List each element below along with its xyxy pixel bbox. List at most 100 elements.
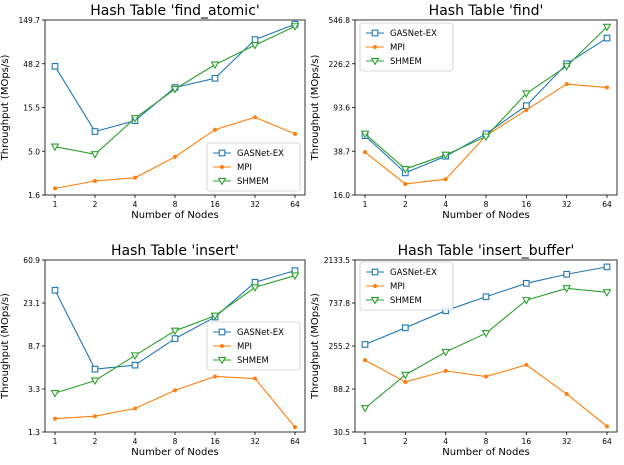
y-tick-label: 3.3 — [28, 385, 40, 394]
x-axis-label: Number of Nodes — [131, 210, 218, 221]
legend-marker — [218, 328, 226, 336]
x-tick-label: 1 — [53, 437, 58, 446]
legend-marker — [217, 177, 227, 186]
legend-box — [359, 261, 454, 311]
y-tick-label: 48.2 — [23, 60, 40, 69]
legend-box — [359, 22, 454, 72]
data-point-shmem — [562, 63, 572, 71]
data-point-mpi — [52, 416, 57, 421]
legend-label: MPI — [390, 282, 405, 292]
y-tick-label: 93.6 — [333, 104, 350, 113]
data-point-mpi — [213, 127, 218, 132]
data-point-mpi — [213, 374, 218, 379]
legend: GASNet-EX MPI SHMEM — [359, 261, 454, 311]
x-axis-label: Number of Nodes — [442, 447, 529, 458]
legend-marker — [370, 296, 380, 305]
x-tick-label: 4 — [443, 437, 448, 446]
x-tick-label: 4 — [443, 200, 448, 209]
legend-label: GASNet-EX — [237, 149, 284, 159]
data-point-gasnet-ex — [51, 286, 59, 294]
data-point-mpi — [604, 85, 609, 90]
x-tick-label: 1 — [363, 437, 368, 446]
data-point-shmem — [360, 404, 370, 413]
x-tick-label: 4 — [133, 200, 138, 209]
x-tick-label: 4 — [133, 437, 138, 446]
x-tick-label: 16 — [210, 200, 220, 209]
data-point-shmem — [130, 115, 140, 123]
legend-label: SHMEM — [237, 177, 269, 187]
data-point-shmem — [50, 143, 60, 152]
x-tick-label: 2 — [93, 200, 98, 209]
legend-marker — [372, 44, 377, 49]
data-point-mpi — [403, 379, 408, 384]
data-point-mpi — [524, 107, 529, 112]
y-tick-label: 15.5 — [23, 104, 40, 113]
legend-marker — [220, 343, 225, 348]
y-tick-label: 60.9 — [23, 256, 40, 265]
subplot-2: Hash Table 'find' 16.0 38.7 93.6 226.2 546.8 1… — [310, 3, 618, 221]
data-point-mpi — [564, 391, 569, 396]
y-tick-label: 23.1 — [23, 299, 40, 308]
x-tick-label: 2 — [403, 437, 408, 446]
data-point-gasnet-ex — [91, 365, 99, 373]
y-axis-label: Throughput (MOps/s) — [310, 55, 321, 162]
legend-box — [206, 321, 301, 371]
y-tick-label: 1.3 — [28, 428, 40, 437]
data-point-mpi — [93, 179, 98, 184]
legend-label: SHMEM — [390, 57, 422, 67]
data-point-gasnet-ex — [51, 62, 59, 70]
y-axis-label: Throughput (MOps/s) — [0, 293, 11, 400]
data-point-mpi — [133, 406, 138, 411]
x-axis-label: Number of Nodes — [131, 447, 218, 458]
legend-marker — [217, 356, 227, 365]
chart-title: Hash Table 'find_atomic' — [90, 3, 260, 19]
x-tick-label: 8 — [484, 437, 489, 446]
data-point-shmem — [210, 312, 220, 321]
x-tick-label: 64 — [602, 437, 612, 446]
data-point-shmem — [400, 371, 410, 380]
y-tick-label: 2133.5 — [324, 256, 350, 265]
subplot-4: Hash Table 'insert_buffer' 30.5 88.2 255.2 7… — [310, 243, 618, 458]
data-point-shmem — [481, 133, 491, 142]
chart-title: Hash Table 'insert' — [111, 243, 239, 259]
data-point-mpi — [483, 374, 488, 379]
subplot-1: Hash Table 'find_atomic'1.65.015.548.214… — [0, 3, 306, 221]
legend-label: GASNet-EX — [390, 268, 437, 278]
data-point-gasnet-ex — [211, 74, 219, 82]
data-point-mpi — [403, 181, 408, 186]
legend-marker — [370, 57, 380, 66]
y-tick-label: 226.2 — [329, 60, 351, 69]
data-point-gasnet-ex — [131, 361, 139, 369]
data-point-gasnet-ex — [522, 279, 530, 287]
legend-label: MPI — [237, 342, 252, 352]
legend-label: SHMEM — [237, 356, 269, 366]
data-point-shmem — [400, 165, 410, 174]
data-point-shmem — [602, 289, 612, 297]
x-tick-label: 64 — [290, 437, 300, 446]
data-point-shmem — [360, 130, 370, 139]
data-point-mpi — [253, 115, 258, 120]
data-point-shmem — [290, 272, 300, 281]
legend-label: MPI — [237, 163, 252, 173]
data-point-shmem — [521, 90, 531, 99]
data-point-mpi — [362, 150, 367, 155]
series-line-mpi — [364, 359, 608, 427]
x-tick-label: 16 — [522, 437, 532, 446]
chart-title: Hash Table 'insert_buffer' — [398, 243, 575, 259]
data-point-mpi — [52, 186, 57, 191]
data-point-gasnet-ex — [361, 341, 369, 348]
data-point-gasnet-ex — [401, 324, 409, 332]
x-tick-label: 32 — [250, 200, 260, 209]
data-point-mpi — [564, 82, 569, 87]
x-tick-label: 1 — [363, 200, 368, 209]
chart-title: Hash Table 'find' — [429, 3, 544, 19]
data-point-shmem — [250, 41, 260, 50]
data-point-shmem — [250, 284, 260, 292]
data-point-shmem — [170, 327, 180, 336]
data-point-mpi — [253, 376, 258, 381]
x-tick-label: 8 — [173, 200, 178, 209]
legend: GASNet-EX MPI SHMEM — [206, 142, 301, 192]
legend-marker — [372, 283, 377, 288]
data-point-mpi — [173, 388, 178, 393]
y-axis-label: Throughput (MOps/s) — [310, 293, 321, 400]
